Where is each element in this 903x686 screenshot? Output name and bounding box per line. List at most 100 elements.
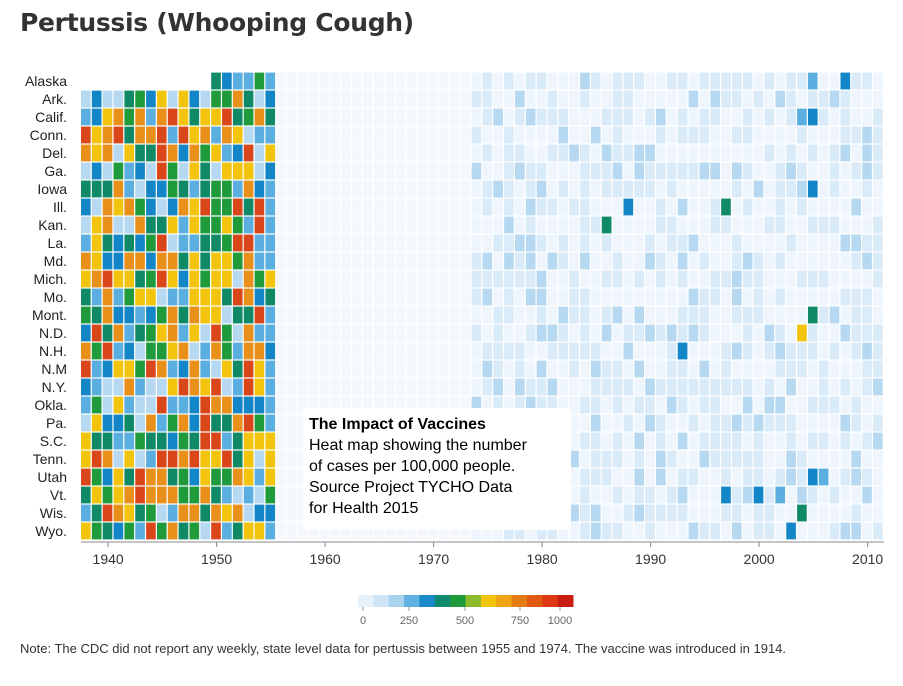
heatmap-cell — [645, 126, 655, 144]
heatmap-cell — [417, 162, 427, 180]
heatmap-cell — [254, 162, 265, 180]
heatmap-cell — [211, 144, 221, 162]
heatmap-cell — [710, 522, 720, 540]
heatmap-cell — [775, 414, 786, 432]
heatmap-cell — [862, 468, 872, 486]
heatmap-cell — [222, 396, 232, 414]
heatmap-cell — [222, 162, 232, 180]
heatmap-cell — [428, 180, 438, 198]
heatmap-cell — [807, 324, 818, 342]
heatmap-cell — [178, 180, 189, 198]
heatmap-cell — [363, 216, 373, 234]
heatmap-cell — [732, 270, 742, 288]
heatmap-cell — [330, 288, 341, 306]
heatmap-cell — [449, 342, 460, 360]
heatmap-cell — [146, 216, 156, 234]
heatmap-cell — [395, 234, 406, 252]
heatmap-cell — [753, 126, 764, 144]
heatmap-cell — [298, 90, 308, 108]
heatmap-cell — [851, 432, 861, 450]
heatmap-cell — [460, 270, 471, 288]
color-scale-swatch — [373, 595, 390, 607]
heatmap-cell — [677, 108, 688, 126]
heatmap-cell — [656, 504, 666, 522]
heatmap-cell — [91, 90, 102, 108]
heatmap-cell — [558, 72, 569, 90]
heatmap-cell — [276, 360, 286, 378]
heatmap-cell — [189, 522, 200, 540]
heatmap-cell — [102, 360, 113, 378]
heatmap-cell — [699, 180, 710, 198]
heatmap-cell — [81, 144, 91, 162]
heatmap-cell — [439, 198, 449, 216]
heatmap-cell — [232, 288, 243, 306]
heatmap-cell — [363, 270, 373, 288]
heatmap-cell — [688, 126, 699, 144]
heatmap-cell — [590, 72, 601, 90]
heatmap-cell — [666, 216, 677, 234]
heatmap-cell — [851, 324, 861, 342]
heatmap-cell — [623, 144, 634, 162]
heatmap-cell — [102, 306, 113, 324]
heatmap-cell — [536, 234, 547, 252]
heatmap-cell — [786, 522, 796, 540]
heatmap-cell — [471, 306, 482, 324]
heatmap-cell — [287, 72, 297, 90]
heatmap-cell — [341, 126, 352, 144]
heatmap-cell — [515, 198, 525, 216]
heatmap-cell — [449, 198, 460, 216]
heatmap-cell — [601, 306, 612, 324]
heatmap-cell — [156, 126, 167, 144]
heatmap-cell — [341, 216, 352, 234]
heatmap-cell — [146, 414, 156, 432]
heatmap-cell — [840, 486, 851, 504]
heatmap-cell — [287, 342, 297, 360]
heatmap-cell — [135, 432, 145, 450]
heatmap-cell — [363, 342, 373, 360]
heatmap-cell — [710, 342, 720, 360]
heatmap-cell — [732, 342, 742, 360]
heatmap-cell — [558, 180, 569, 198]
heatmap-cell — [504, 108, 514, 126]
heatmap-cell — [764, 522, 775, 540]
heatmap-cell — [742, 72, 753, 90]
state-label: Calif. — [35, 109, 67, 125]
heatmap-cell — [211, 396, 221, 414]
heatmap-cell — [569, 468, 579, 486]
heatmap-cell — [124, 234, 135, 252]
heatmap-cell — [742, 162, 753, 180]
x-tick-label: 1950 — [201, 551, 232, 567]
heatmap-cell — [807, 486, 818, 504]
heatmap-cell — [102, 162, 113, 180]
heatmap-cell — [243, 234, 254, 252]
heatmap-cell — [515, 234, 525, 252]
heatmap-cell — [471, 90, 482, 108]
heatmap-cell — [580, 342, 590, 360]
heatmap-cell — [634, 288, 644, 306]
heatmap-cell — [341, 234, 352, 252]
heatmap-cell — [135, 306, 145, 324]
heatmap-cell — [829, 342, 840, 360]
heatmap-cell — [493, 126, 503, 144]
heatmap-cell — [807, 396, 818, 414]
heatmap-cell — [601, 234, 612, 252]
heatmap-cell — [265, 198, 276, 216]
heatmap-cell — [211, 180, 221, 198]
heatmap-cell — [818, 342, 829, 360]
heatmap-cell — [211, 72, 221, 90]
heatmap-cell — [525, 306, 536, 324]
heatmap-cell — [645, 324, 655, 342]
heatmap-cell — [156, 396, 167, 414]
heatmap-cell — [298, 234, 308, 252]
heatmap-cell — [699, 324, 710, 342]
color-scale-swatch — [480, 595, 497, 607]
heatmap-cell — [352, 342, 362, 360]
heatmap-cell — [178, 216, 189, 234]
heatmap-cell — [417, 396, 427, 414]
heatmap-cell — [406, 144, 417, 162]
heatmap-cell — [840, 216, 851, 234]
heatmap-cell — [200, 108, 210, 126]
heatmap-cell — [222, 216, 232, 234]
heatmap-cell — [829, 396, 840, 414]
heatmap-cell — [124, 396, 135, 414]
